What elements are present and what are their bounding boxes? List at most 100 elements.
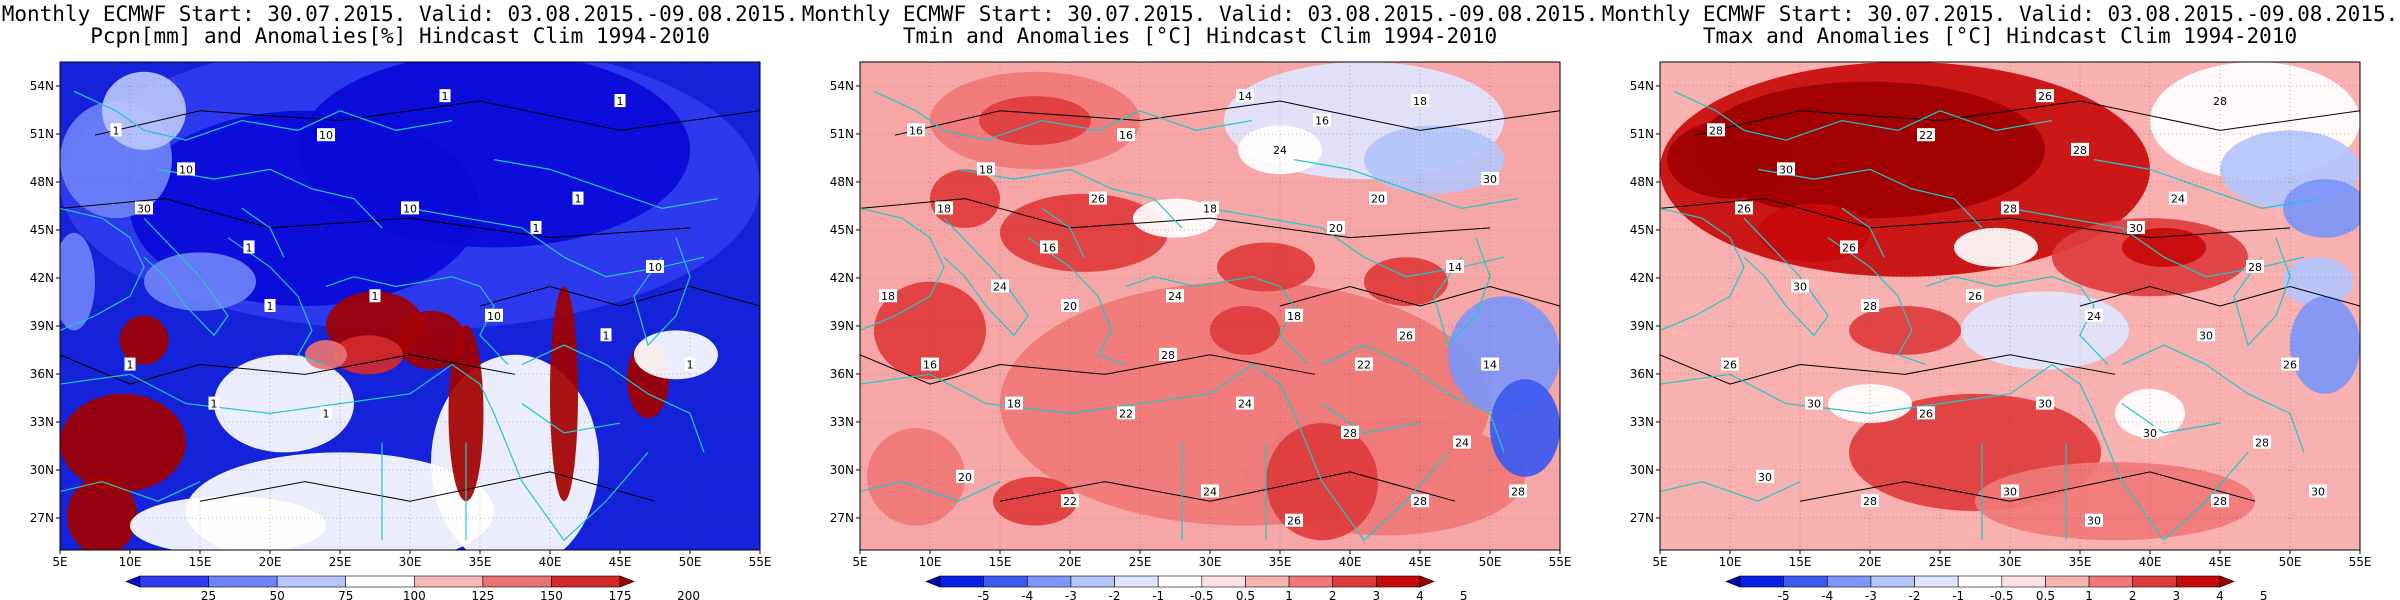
- contour-label-box: [1453, 435, 1471, 449]
- lat-label: 42N: [30, 271, 54, 285]
- contour-label-box: [1840, 240, 1858, 254]
- anomaly-patch: [1695, 81, 2045, 219]
- colorbar-label: 1: [2085, 589, 2093, 600]
- contour-label-box: [1756, 469, 1774, 483]
- contour-label: 28: [1709, 124, 1723, 137]
- colorbar-label: 5: [1460, 589, 1468, 600]
- contour-label: 30: [2143, 427, 2157, 440]
- colorbar-label: -5: [978, 589, 990, 600]
- coastline: [1321, 344, 1505, 453]
- contour-label: 28: [2255, 437, 2269, 450]
- contour-label: 18: [1007, 398, 1021, 411]
- contour-label: 1: [687, 359, 694, 372]
- colorbar-label: -4: [1821, 589, 1833, 600]
- lat-label: 30N: [830, 463, 854, 477]
- contour-label-box: [2001, 201, 2019, 215]
- coastline: [493, 413, 649, 542]
- contour-label-box: [2309, 484, 2327, 498]
- contour-label-box: [646, 259, 664, 273]
- anomaly-patch: [67, 476, 137, 550]
- coastline: [1433, 237, 1491, 347]
- contour-label: 18: [1413, 95, 1427, 108]
- field-contour: [60, 354, 516, 385]
- contour-label-box: [1341, 425, 1359, 439]
- contour-label: 1: [603, 329, 610, 342]
- anomaly-patch: [979, 96, 1091, 145]
- anomaly-patch: [1133, 198, 1217, 238]
- anomaly-patch: [144, 252, 256, 311]
- coastline: [1757, 168, 1983, 229]
- colorbar-swatch: [2088, 575, 2134, 588]
- contour-label-box: [1721, 357, 1739, 371]
- coastline: [1293, 159, 1519, 210]
- colorbar-swatch: [1914, 575, 1959, 588]
- contour-label: 28: [1863, 300, 1877, 313]
- coastline: [2121, 403, 2221, 434]
- contour-label-box: [208, 396, 220, 410]
- colorbar-swatch: [939, 575, 984, 588]
- coastline: [860, 363, 1295, 414]
- contour-label: 1: [211, 398, 218, 411]
- contour-label: 28: [1511, 485, 1525, 498]
- lat-label: 45N: [1630, 223, 1654, 237]
- contour-label-box: [2211, 494, 2229, 508]
- contour-label-box: [2169, 191, 2187, 205]
- contour-label: 30: [2087, 515, 2101, 528]
- contour-label-box: [1061, 494, 1079, 508]
- lat-label: 51N: [30, 127, 54, 141]
- lat-label: 27N: [830, 511, 854, 525]
- contour-label: 14: [1448, 261, 1462, 274]
- colorbar-label: 50: [270, 589, 285, 600]
- field-contour: [1660, 198, 2291, 239]
- colorbar-label: -3: [1865, 589, 1877, 600]
- lat-label: 48N: [30, 175, 54, 189]
- contour-label: 10: [403, 202, 417, 215]
- contour-label-box: [439, 89, 451, 103]
- contour-label-box: [320, 406, 332, 420]
- contour-label-box: [572, 191, 584, 205]
- lon-label: 55E: [749, 555, 772, 569]
- contour-label-box: [977, 162, 995, 176]
- lat-label: 54N: [830, 79, 854, 93]
- colorbar-swatch: [208, 575, 278, 588]
- lon-label: 40E: [2139, 555, 2162, 569]
- contour-label: 30: [2199, 329, 2213, 342]
- colorbar-swatch: [1201, 575, 1246, 588]
- anomaly-patch: [1954, 227, 2038, 267]
- colorbar-label: 1: [1285, 589, 1293, 600]
- lat-label: 54N: [30, 79, 54, 93]
- colorbar-swatch: [1026, 575, 1072, 588]
- lon-label: 10E: [119, 555, 142, 569]
- anomaly-patch: [2290, 296, 2360, 394]
- colorbar-high-arrow: [1419, 575, 1435, 588]
- colorbar-label: 2: [1329, 589, 1337, 600]
- lat-label: 51N: [1630, 127, 1654, 141]
- contour-label-box: [935, 201, 953, 215]
- contour-label-box: [1369, 191, 1387, 205]
- contour-label: 26: [1399, 329, 1413, 342]
- anomaly-patch: [2283, 179, 2360, 238]
- colorbar-swatch: [1288, 575, 1334, 588]
- lon-label: 45E: [609, 555, 632, 569]
- field-contour: [1660, 354, 2116, 385]
- anomaly-patch: [333, 335, 403, 375]
- lon-label: 10E: [919, 555, 942, 569]
- colorbar-label: -1: [1952, 589, 1964, 600]
- lon-label: 35E: [2069, 555, 2092, 569]
- contour-label-box: [401, 201, 419, 215]
- coastline: [943, 217, 1029, 337]
- coastline: [1027, 237, 1127, 366]
- contour-label-box: [907, 123, 925, 137]
- contour-label-box: [1201, 484, 1219, 498]
- contour-label: 30: [1758, 471, 1772, 484]
- lon-label: 45E: [2209, 555, 2232, 569]
- lon-label: 50E: [679, 555, 702, 569]
- lat-label: 36N: [30, 367, 54, 381]
- colorbar: -5 -4 -3 -2 -1 -0.5 0.5 1 2 3 4 5: [1725, 575, 2267, 600]
- colorbar-swatch: [1826, 575, 1872, 588]
- contour-label: 16: [923, 359, 937, 372]
- colorbar-swatch: [1114, 575, 1159, 588]
- contour-label-box: [1313, 113, 1331, 127]
- lon-label: 5E: [1652, 555, 1667, 569]
